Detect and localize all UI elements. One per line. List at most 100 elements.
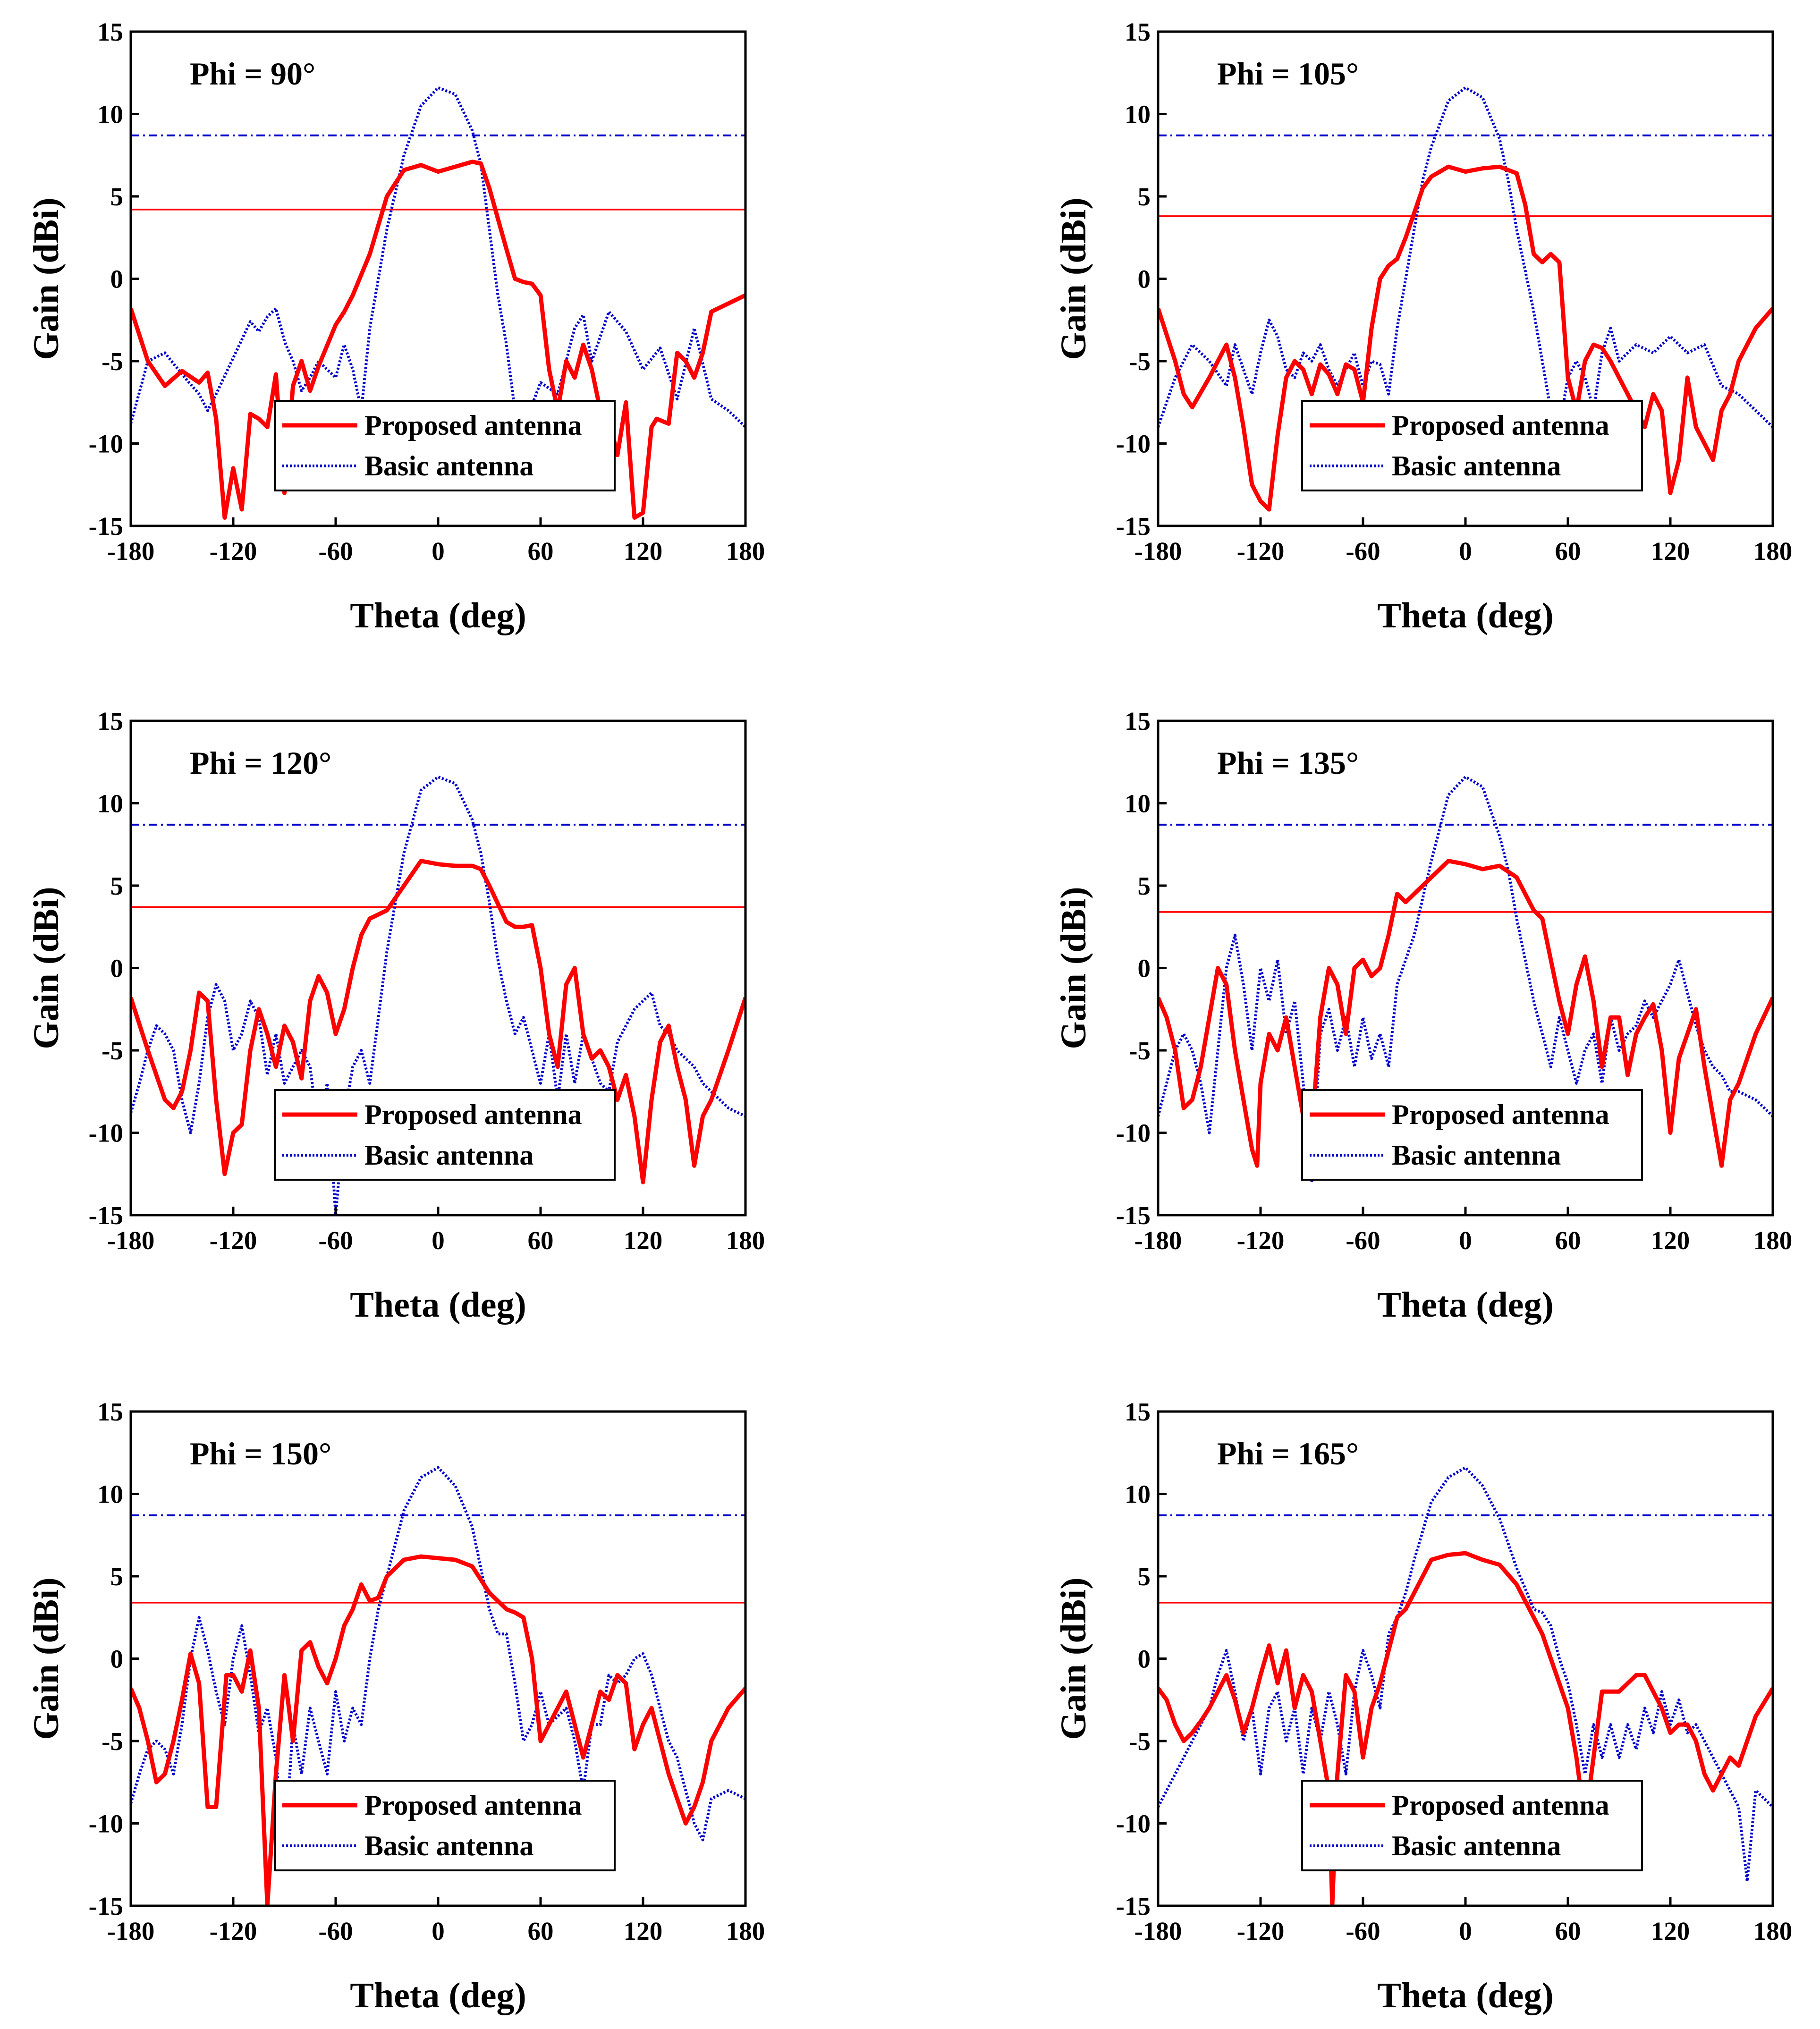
x-tick-label: 180	[726, 537, 765, 566]
x-tick-label: 120	[1651, 1226, 1690, 1255]
legend-box	[1301, 400, 1643, 491]
legend-label-proposed: Proposed antenna	[364, 1099, 582, 1130]
x-tick-label: 60	[528, 1917, 554, 1945]
x-tick-label: -120	[210, 1226, 257, 1255]
legend-label-basic: Basic antenna	[1392, 1830, 1561, 1861]
y-tick-label: -15	[1116, 512, 1151, 541]
y-tick-label: -15	[89, 1201, 123, 1230]
legend-box	[274, 1780, 616, 1871]
y-tick-label: 15	[1125, 707, 1151, 736]
y-tick-label: 5	[1138, 1562, 1151, 1591]
y-tick-label: -5	[102, 1727, 123, 1756]
x-tick-label: -120	[1237, 1917, 1285, 1945]
series-line-basic	[1158, 86, 1773, 429]
x-axis-title: Theta (deg)	[1377, 1976, 1554, 2015]
x-tick-label: 60	[1555, 537, 1581, 566]
x-tick-label: -60	[1346, 537, 1380, 566]
y-tick-label: -10	[1116, 1809, 1151, 1838]
x-tick-label: -120	[210, 537, 257, 566]
y-tick-label: -10	[89, 1119, 123, 1148]
x-axis-title: Theta (deg)	[350, 1285, 526, 1325]
y-tick-label: -15	[89, 512, 123, 541]
x-tick-label: -60	[318, 537, 353, 566]
y-tick-label: -10	[89, 430, 123, 458]
y-tick-label: 10	[1125, 789, 1151, 818]
legend-label-basic: Basic antenna	[364, 1140, 533, 1171]
x-axis-title: Theta (deg)	[1377, 596, 1554, 635]
y-tick-label: 5	[110, 1562, 124, 1591]
series-line-basic	[131, 1466, 745, 1858]
y-tick-label: 10	[97, 1480, 123, 1509]
x-tick-label: -180	[1134, 1917, 1182, 1945]
y-tick-label: 10	[1125, 1480, 1151, 1509]
legend-label-basic: Basic antenna	[364, 1830, 533, 1861]
legend-label-basic: Basic antenna	[1392, 450, 1561, 482]
panel-4: -180 -120 -60 0 60 120 180 -15 -10 -5 0 5 10 15 Theta …	[1054, 707, 1792, 1325]
x-tick-label: 60	[528, 537, 554, 566]
x-axis-title: Theta (deg)	[350, 1976, 526, 2015]
y-tick-label: 0	[110, 954, 124, 983]
x-tick-label: 0	[1459, 537, 1472, 566]
x-tick-label: 0	[432, 1917, 445, 1945]
x-tick-label: 120	[1651, 1917, 1690, 1945]
x-tick-label: -180	[1134, 1226, 1182, 1255]
panel-3: -180 -120 -60 0 60 120 180 -15 -10 -5 0 5 10 15 Theta …	[26, 707, 765, 1325]
x-tick-label: -120	[1237, 537, 1285, 566]
series-line-proposed	[1158, 164, 1773, 512]
x-tick-label: -180	[1134, 537, 1182, 566]
y-tick-label: 5	[110, 182, 124, 211]
x-tick-label: 0	[432, 1226, 445, 1255]
x-tick-label: 180	[1753, 1917, 1793, 1945]
legend-label-proposed: Proposed antenna	[1392, 1790, 1609, 1821]
x-tick-label: -120	[1237, 1226, 1285, 1255]
x-tick-label: 120	[1651, 537, 1690, 566]
x-tick-label: -60	[1346, 1226, 1380, 1255]
y-tick-label: 15	[1125, 17, 1151, 46]
y-tick-label: 0	[110, 1645, 124, 1674]
y-axis-title: Gain (dBi)	[26, 887, 66, 1049]
legend-label-basic: Basic antenna	[1392, 1140, 1561, 1171]
y-tick-label: 15	[97, 1397, 123, 1426]
x-tick-label: 0	[432, 537, 445, 566]
y-tick-label: -10	[1116, 1119, 1151, 1148]
panel-2: -180 -120 -60 0 60 120 180 -15 -10 -5 0 5 10 15 Theta …	[1054, 17, 1792, 635]
x-tick-label: 180	[1753, 537, 1793, 566]
y-tick-label: 10	[1125, 100, 1151, 129]
x-tick-label: 60	[528, 1226, 554, 1255]
y-tick-label: -15	[89, 1892, 123, 1920]
y-tick-label: -10	[89, 1809, 123, 1838]
x-tick-label: -180	[107, 1226, 155, 1255]
y-tick-label: 10	[97, 100, 123, 129]
panel-title: Phi = 165°	[1217, 1436, 1359, 1471]
legend-box	[274, 400, 616, 491]
y-tick-label: -5	[1129, 347, 1151, 376]
x-tick-label: -60	[318, 1917, 353, 1945]
x-tick-label: 0	[1459, 1917, 1472, 1945]
panel-title: Phi = 90°	[190, 56, 315, 92]
y-tick-label: 0	[110, 265, 124, 294]
legend-label-proposed: Proposed antenna	[1392, 1099, 1609, 1130]
y-axis-title: Gain (dBi)	[1054, 887, 1093, 1049]
y-tick-label: -10	[1116, 430, 1151, 458]
x-axis-title: Theta (deg)	[350, 596, 526, 635]
x-tick-label: 180	[726, 1226, 765, 1255]
x-tick-label: 120	[624, 537, 663, 566]
series-line-basic	[131, 775, 745, 1215]
series-line-proposed	[1158, 1551, 1773, 1906]
x-tick-label: 60	[1555, 1917, 1581, 1945]
y-tick-label: -5	[1129, 1036, 1151, 1065]
panel-title: Phi = 135°	[1217, 745, 1359, 781]
legend-label-proposed: Proposed antenna	[364, 1790, 582, 1821]
x-tick-label: 180	[726, 1917, 765, 1945]
y-tick-label: 0	[1138, 265, 1151, 294]
y-tick-label: 5	[1138, 871, 1151, 900]
x-tick-label: 120	[624, 1226, 663, 1255]
legend-label-proposed: Proposed antenna	[364, 410, 582, 441]
y-axis-title: Gain (dBi)	[1054, 197, 1093, 360]
y-tick-label: 15	[97, 17, 123, 46]
x-axis-title: Theta (deg)	[1377, 1285, 1554, 1325]
y-tick-label: -15	[1116, 1201, 1151, 1230]
legend-box	[1301, 1780, 1643, 1871]
